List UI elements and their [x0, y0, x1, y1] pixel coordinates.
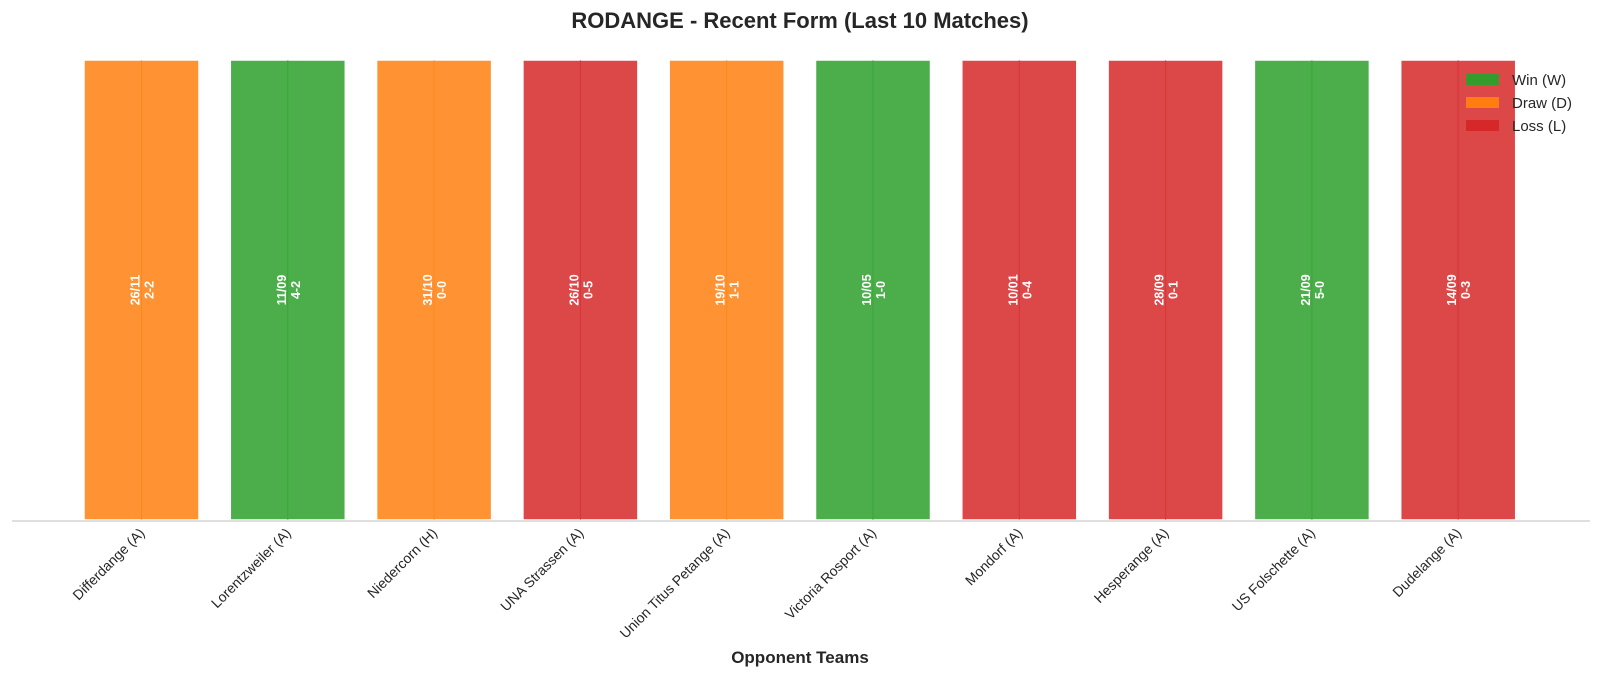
bar-label: 10/051-0	[860, 274, 888, 305]
legend-label: Win (W)	[1512, 72, 1566, 89]
x-tick-label: Dudelange (A)	[1389, 525, 1464, 600]
x-tick-label: Union Titus Petange (A)	[616, 525, 732, 641]
x-tick-label: Victoria Rosport (A)	[782, 525, 880, 623]
bar-label: 11/094-2	[275, 275, 303, 306]
x-axis-label: Opponent Teams	[731, 648, 869, 667]
legend-label: Draw (D)	[1512, 95, 1572, 112]
x-tick-label: UNA Strassen (A)	[497, 525, 586, 614]
legend: Win (W) Draw (D) Loss (L)	[1466, 72, 1572, 135]
x-tick-label: Lorentzweiler (A)	[208, 525, 294, 611]
bar-label: 28/090-1	[1153, 274, 1181, 305]
bar-label: 10/010-4	[1006, 274, 1034, 305]
x-tick-labels: Differdange (A) Lorentzweiler (A) Niederco…	[69, 525, 1464, 641]
bar-label: 14/090-3	[1445, 274, 1473, 305]
bar-label: 31/100-0	[421, 274, 449, 305]
x-tick-label: US Folschette (A)	[1229, 525, 1318, 614]
legend-swatch-L	[1466, 120, 1499, 131]
bar-label: 26/112-2	[129, 275, 157, 306]
bar-label: 26/100-5	[567, 274, 595, 305]
legend-swatch-W	[1466, 74, 1499, 85]
x-tick-label: Niedercorn (H)	[364, 525, 440, 601]
x-tick-label: Hesperange (A)	[1091, 525, 1172, 606]
legend-label: Loss (L)	[1512, 118, 1566, 135]
x-tick-label: Differdange (A)	[69, 525, 147, 603]
bar-label: 19/101-1	[714, 274, 742, 305]
chart-title: RODANGE - Recent Form (Last 10 Matches)	[571, 8, 1028, 33]
bar-label: 21/095-0	[1299, 274, 1327, 305]
x-tick-label: Mondorf (A)	[962, 525, 1026, 589]
bars-group: 26/112-2 11/094-2 31/100-0 26/100-5 19/101-1…	[83, 59, 1517, 521]
legend-swatch-D	[1466, 97, 1499, 108]
